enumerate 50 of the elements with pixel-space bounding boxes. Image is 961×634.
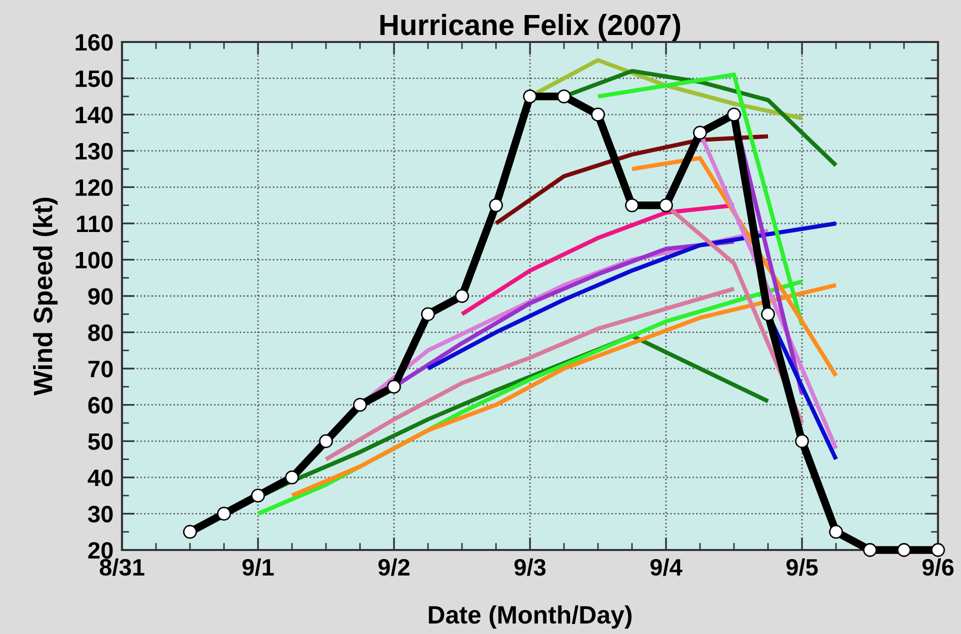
point [421, 307, 435, 322]
y-tick-label: 40 [88, 469, 113, 486]
y-tick-label: 150 [76, 70, 113, 88]
point [319, 434, 333, 448]
point [863, 543, 877, 557]
point [455, 289, 469, 303]
point [625, 198, 639, 212]
x-tick-label: 9/5 [786, 558, 818, 576]
point [659, 198, 673, 212]
point [285, 470, 299, 484]
point [387, 380, 401, 394]
y-tick-label: 80 [88, 324, 113, 342]
x-tick-label: 8/31 [100, 558, 144, 576]
y-tick-label: 110 [77, 215, 113, 232]
x-tick-label: 9/3 [514, 558, 546, 576]
point [251, 488, 265, 503]
point [761, 307, 775, 322]
y-tick-label: 60 [88, 396, 113, 414]
point [591, 108, 605, 122]
x-tick-label: 9/2 [378, 558, 410, 576]
point [353, 398, 367, 412]
y-tick-label: 50 [88, 433, 113, 450]
x-tick-label: 9/1 [242, 558, 274, 576]
point [829, 524, 843, 539]
point [489, 198, 503, 212]
line-series [324, 286, 736, 462]
y-tick-label: 20 [88, 542, 113, 559]
point [931, 543, 945, 557]
y-tick-label: 70 [88, 360, 113, 378]
chart-title: Hurricane Felix (2007) [380, 14, 680, 42]
x-tick-label: 9/6 [922, 558, 954, 576]
x-axis-title: Date (Month/Day) [428, 605, 632, 629]
y-tick-label: 90 [88, 288, 113, 305]
y-tick-label: 140 [76, 106, 113, 124]
y-axis-title: Wind Speed (kt) [33, 198, 58, 396]
line-series [426, 221, 838, 371]
y-tick-label: 130 [76, 142, 113, 160]
point [897, 543, 911, 557]
point [727, 108, 741, 122]
point [217, 506, 231, 521]
point [693, 126, 707, 140]
x-tick-label: 9/4 [650, 558, 682, 576]
y-tick-label: 30 [88, 506, 113, 523]
point [523, 89, 537, 104]
y-tick-label: 100 [76, 252, 113, 268]
point [183, 524, 197, 539]
point [557, 89, 571, 104]
y-tick-label: 120 [76, 179, 113, 196]
point [795, 434, 809, 448]
y-tick-label: 160 [76, 34, 113, 51]
